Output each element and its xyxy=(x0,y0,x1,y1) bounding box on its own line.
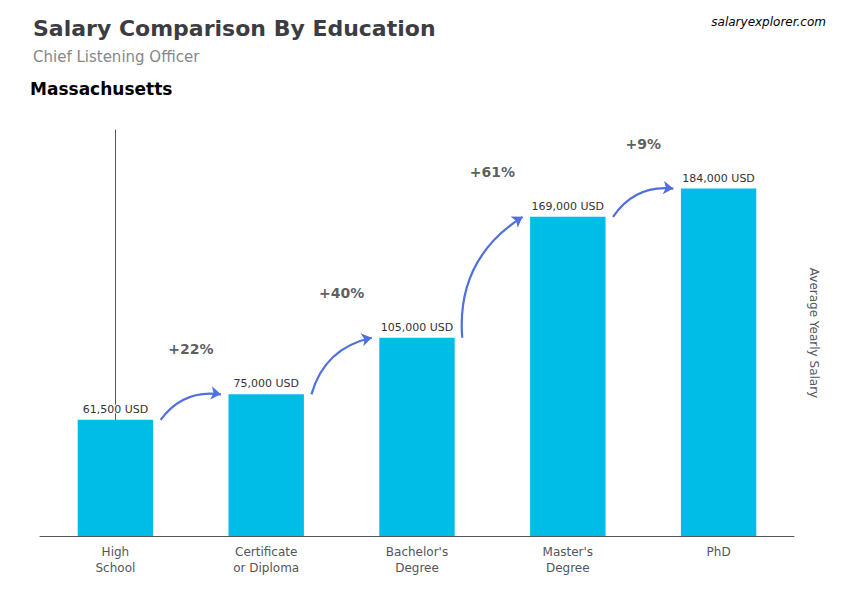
svg-text:+40%: +40% xyxy=(319,285,364,301)
svg-text:PhD: PhD xyxy=(707,545,731,559)
svg-text:Degree: Degree xyxy=(395,561,439,575)
svg-text:School: School xyxy=(95,561,135,575)
svg-text:Average Yearly Salary: Average Yearly Salary xyxy=(807,268,821,398)
svg-text:61,500 USD: 61,500 USD xyxy=(83,403,148,416)
svg-text:+9%: +9% xyxy=(625,136,661,152)
svg-text:Master's: Master's xyxy=(543,545,594,559)
svg-text:Degree: Degree xyxy=(546,561,590,575)
svg-text:Massachusetts: Massachusetts xyxy=(30,79,172,99)
svg-text:184,000 USD: 184,000 USD xyxy=(682,172,755,185)
svg-text:Bachelor's: Bachelor's xyxy=(386,545,448,559)
svg-text:Certificate: Certificate xyxy=(235,545,297,559)
svg-text:+61%: +61% xyxy=(470,164,515,180)
svg-text:169,000 USD: 169,000 USD xyxy=(532,200,605,213)
svg-text:salaryexplorer.com: salaryexplorer.com xyxy=(711,15,826,29)
svg-text:+22%: +22% xyxy=(168,341,213,357)
svg-text:or Diploma: or Diploma xyxy=(233,561,299,575)
svg-text:High: High xyxy=(102,545,130,559)
svg-text:75,000 USD: 75,000 USD xyxy=(233,377,299,390)
svg-text:Chief Listening Officer: Chief Listening Officer xyxy=(33,48,200,66)
svg-text:Salary Comparison By Education: Salary Comparison By Education xyxy=(33,16,436,41)
svg-text:105,000 USD: 105,000 USD xyxy=(381,321,454,334)
